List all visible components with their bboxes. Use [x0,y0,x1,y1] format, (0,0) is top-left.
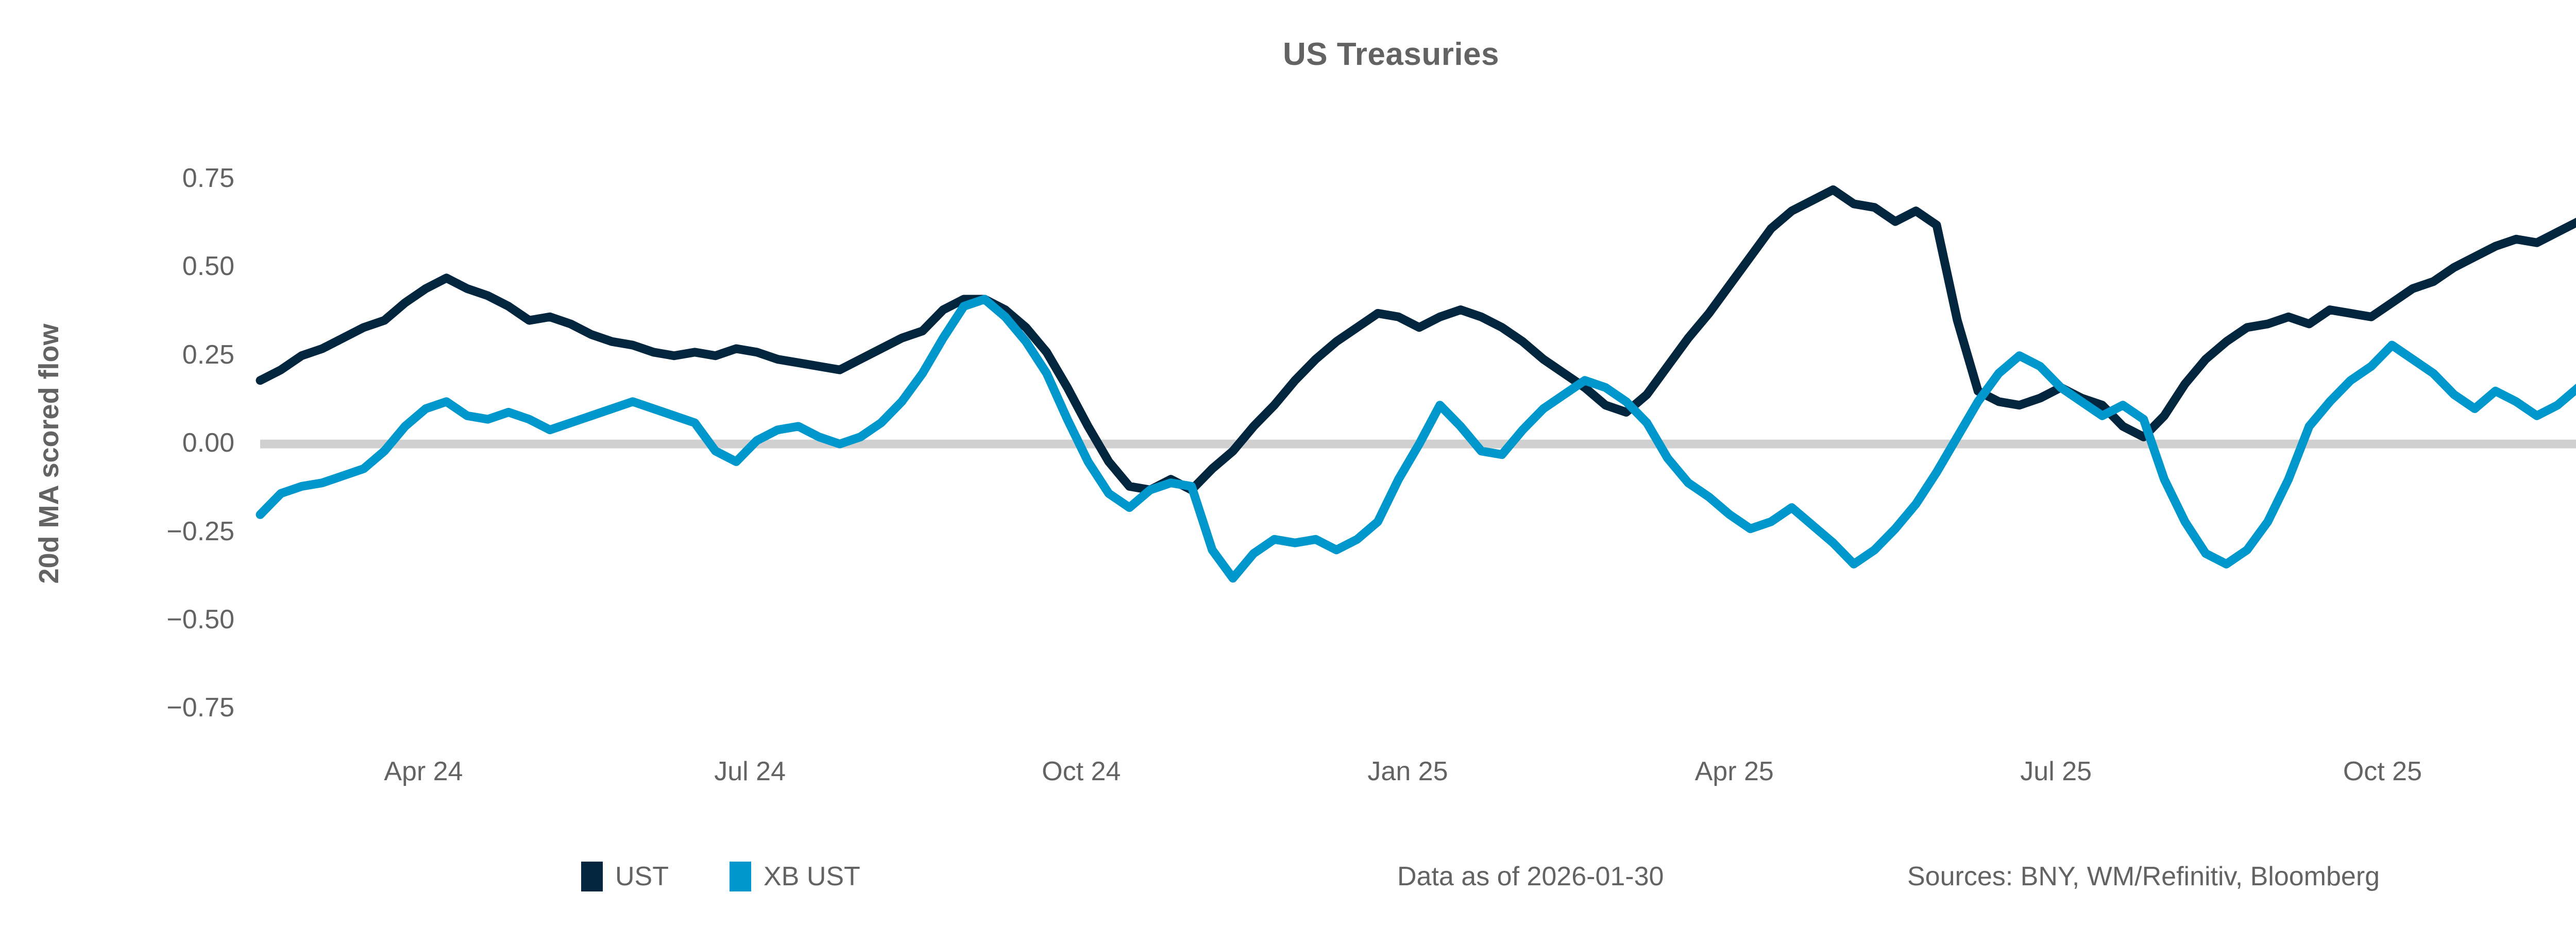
legend-item-xb-ust[interactable]: XB UST [730,861,860,892]
sources-text: Sources: BNY, WM/Refinitiv, Bloomberg [1907,862,2380,891]
x-tick-label: Jul 24 [714,757,786,786]
data-as-of-text: Data as of 2026-01-30 [1397,862,1664,891]
y-tick-label: −0.25 [166,516,234,546]
legend-label-ust: UST [615,862,669,891]
y-tick-label: 0.25 [182,339,234,370]
y-tick-label: −0.75 [166,693,234,723]
y-tick-label: 0.75 [182,163,234,193]
x-tick-label: Jul 25 [2020,757,2092,786]
plot-area [256,126,2576,744]
x-tick-label: Jan 25 [1367,757,1448,786]
line-series-xb-ust [256,295,2576,583]
x-tick-label: Apr 25 [1694,757,1774,786]
y-tick-label: 0.50 [182,251,234,282]
legend-item-ust[interactable]: UST [581,861,669,892]
chart-legend: UST XB UST [581,861,860,892]
y-tick-label: −0.50 [166,605,234,634]
x-tick-label: Oct 25 [2343,757,2422,786]
page-title: US Treasuries [1282,37,1500,72]
x-tick-label: Apr 24 [384,757,463,786]
x-tick-label: Oct 24 [1042,757,1121,786]
line-series-ust [256,185,2576,494]
y-tick-label: 0.00 [182,428,234,458]
legend-swatch-ust [581,862,603,891]
legend-label-xb-ust: XB UST [764,862,860,891]
legend-swatch-xb-ust [730,862,751,891]
plot-svg [256,185,2576,583]
